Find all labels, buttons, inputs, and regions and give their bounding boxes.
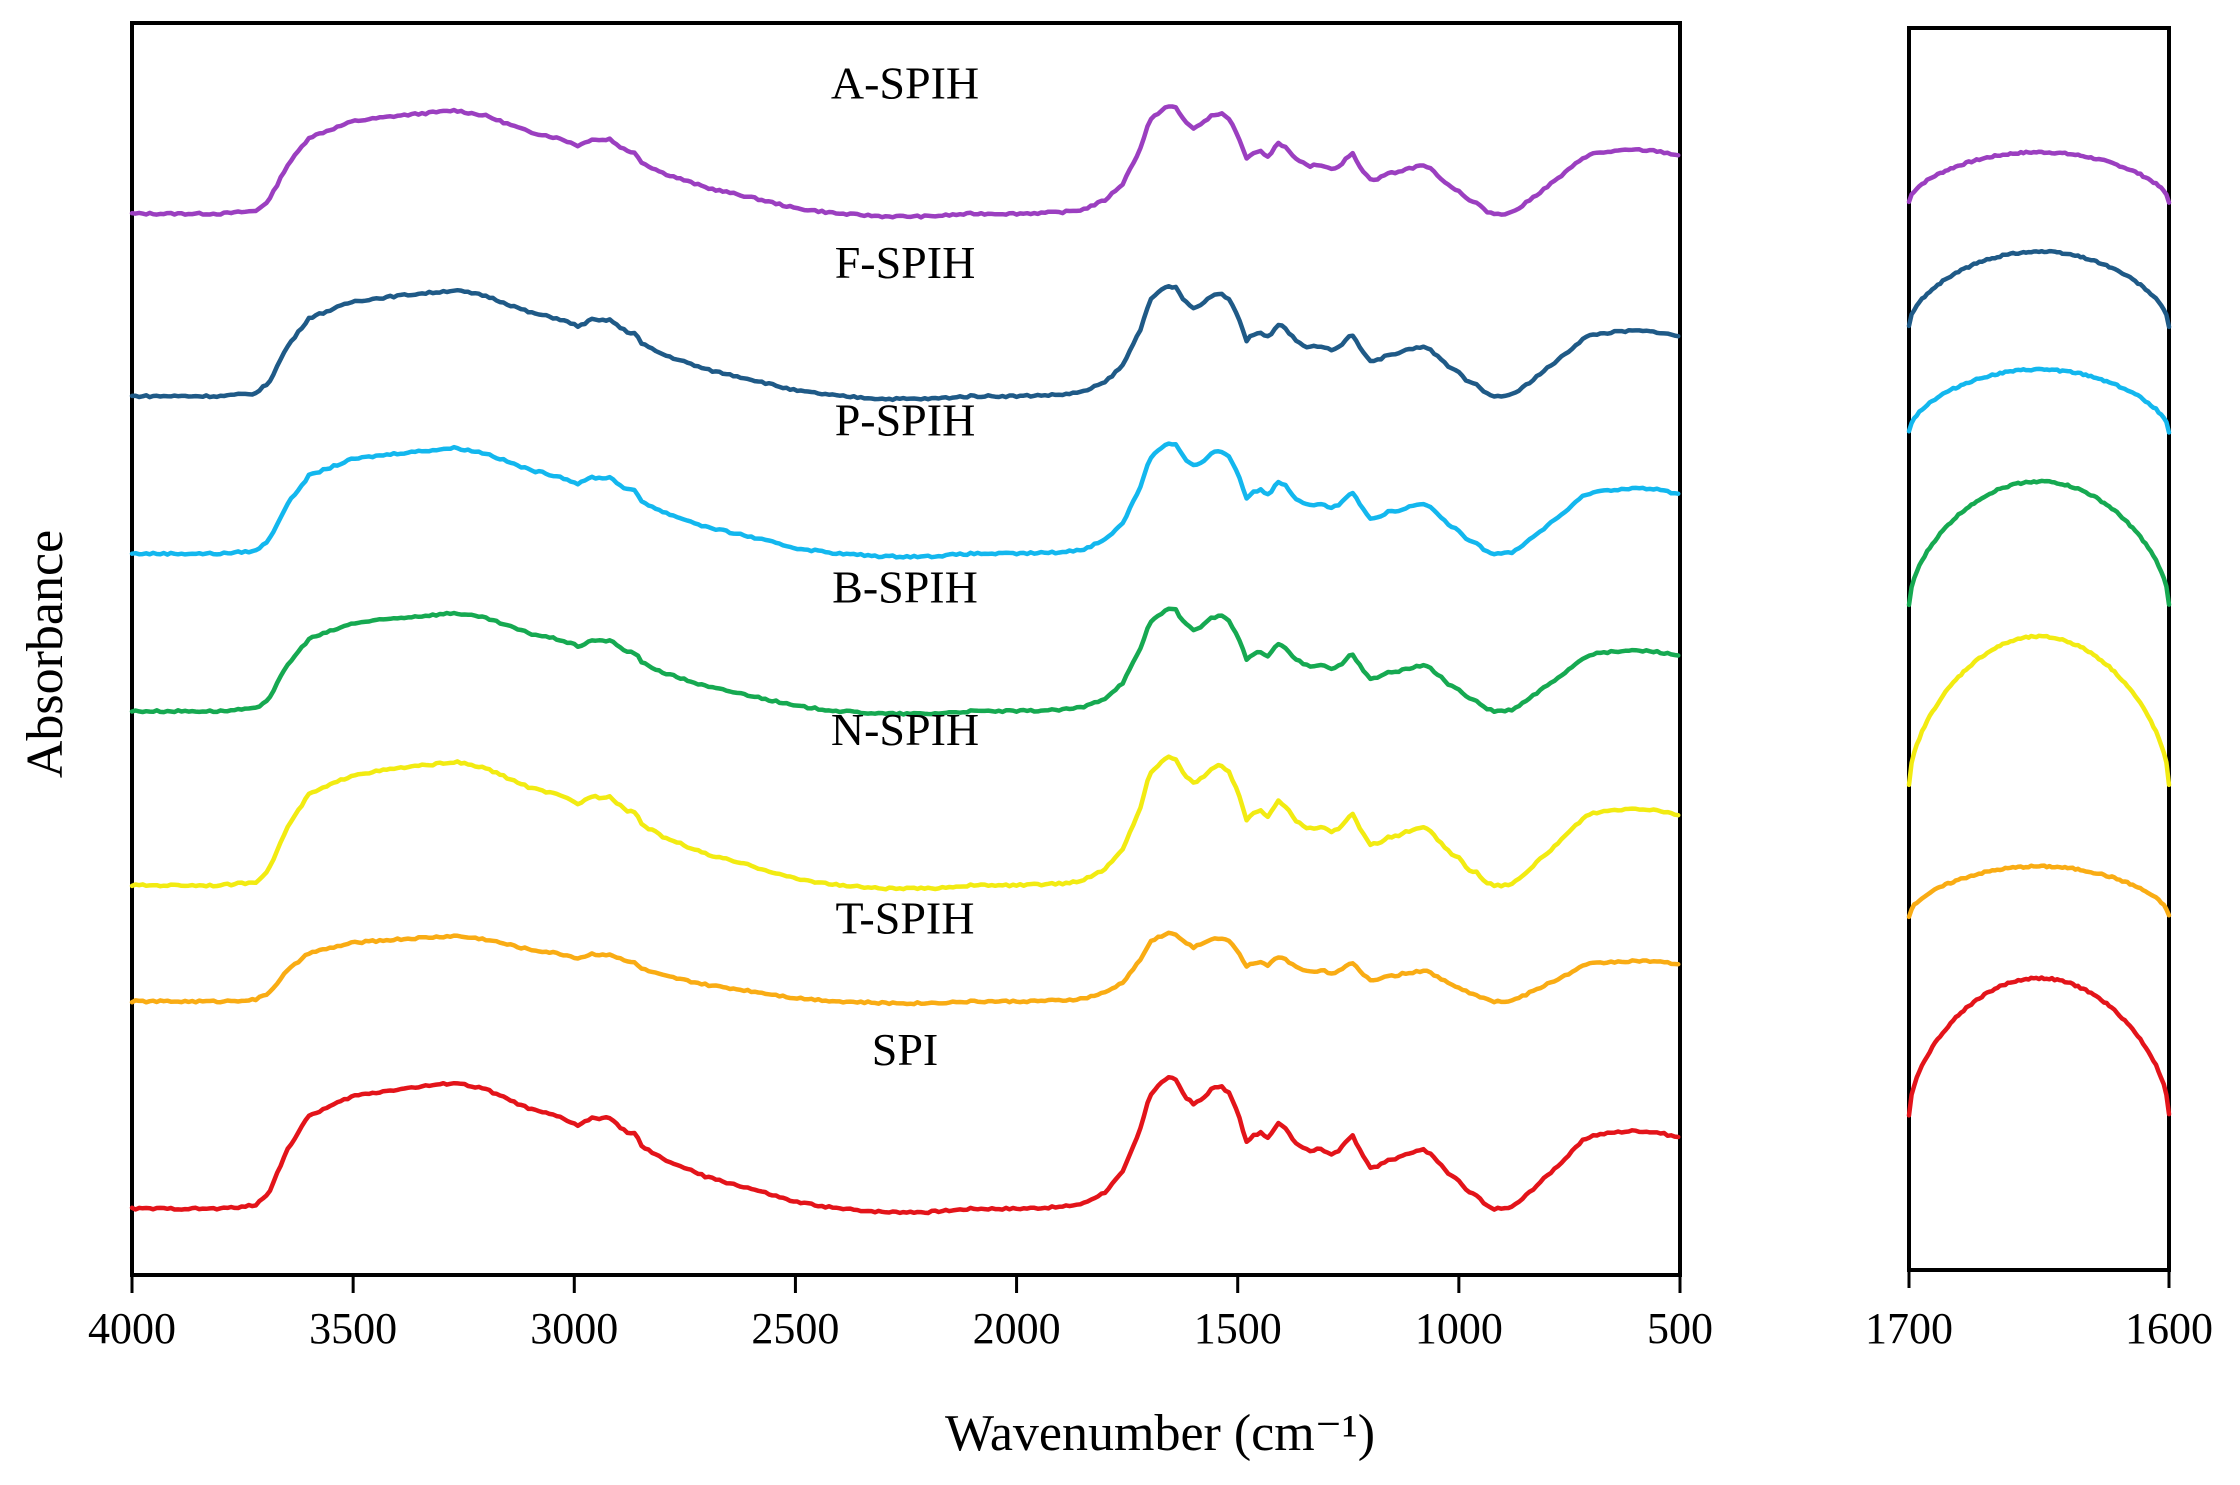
x-tick-label-3000: 3000: [530, 1304, 618, 1353]
inset-series-f-spih: [1906, 248, 2172, 330]
series-label-t-spih: T-SPIH: [836, 893, 975, 944]
main-series-group: [129, 104, 1681, 1216]
series-label-group: A-SPIH F-SPIH P-SPIH B-SPIH N-SPIH T-SPIH SPI: [831, 58, 979, 1076]
x-axis-title: Wavenumber (cm⁻¹): [945, 1405, 1375, 1462]
series-label-b-spih: B-SPIH: [832, 561, 978, 612]
main-series-b-spih: [129, 606, 1681, 717]
series-label-a-spih: A-SPIH: [831, 58, 979, 109]
main-series-n-spih: [129, 754, 1681, 892]
series-label-n-spih: N-SPIH: [831, 704, 979, 755]
x-tick-label-2000: 2000: [973, 1304, 1061, 1353]
x-tick-label-4000: 4000: [88, 1304, 176, 1353]
inset-x-tick-label-1600: 1600: [2125, 1304, 2213, 1353]
main-plot-frame: [130, 21, 1682, 1277]
inset-series-b-spih: [1906, 478, 2172, 608]
inset-series-n-spih: [1906, 633, 2172, 788]
x-tick-label-1000: 1000: [1415, 1304, 1503, 1353]
amide-i-inset-panel: 1700 1600: [1865, 26, 2213, 1353]
main-series-p-spih: [129, 441, 1681, 560]
main-series-spi: [129, 1074, 1681, 1216]
inset-x-ticks: 1700 1600: [1865, 1270, 2213, 1353]
x-tick-label-2500: 2500: [751, 1304, 839, 1353]
x-tick-label-500: 500: [1647, 1304, 1713, 1353]
series-label-p-spih: P-SPIH: [835, 394, 976, 445]
x-tick-label-3500: 3500: [309, 1304, 397, 1353]
main-series-a-spih: [129, 104, 1681, 220]
inset-plot-frame: [1907, 26, 2171, 1272]
inset-series-t-spih: [1906, 863, 2172, 920]
y-axis-title: Absorbance: [17, 530, 74, 778]
x-tick-label-1500: 1500: [1194, 1304, 1282, 1353]
main-spectrum-panel: A-SPIHF-SPIHP-SPIHB-SPIHN-SPIHT-SPIHSPI …: [17, 21, 1713, 1462]
series-label-spi: SPI: [872, 1024, 938, 1075]
main-series-t-spih: [129, 930, 1681, 1007]
inset-series-spi: [1906, 975, 2172, 1118]
main-x-ticks: 4000 3500 3000 2500 2000 1500 1000 500: [88, 1275, 1713, 1353]
inset-x-tick-label-1700: 1700: [1865, 1304, 1953, 1353]
inset-series-group: [1906, 149, 2172, 1118]
main-series-f-spih: [129, 283, 1681, 403]
inset-series-a-spih: [1906, 149, 2172, 205]
inset-series-p-spih: [1906, 366, 2172, 435]
series-label-f-spih: F-SPIH: [835, 237, 976, 288]
